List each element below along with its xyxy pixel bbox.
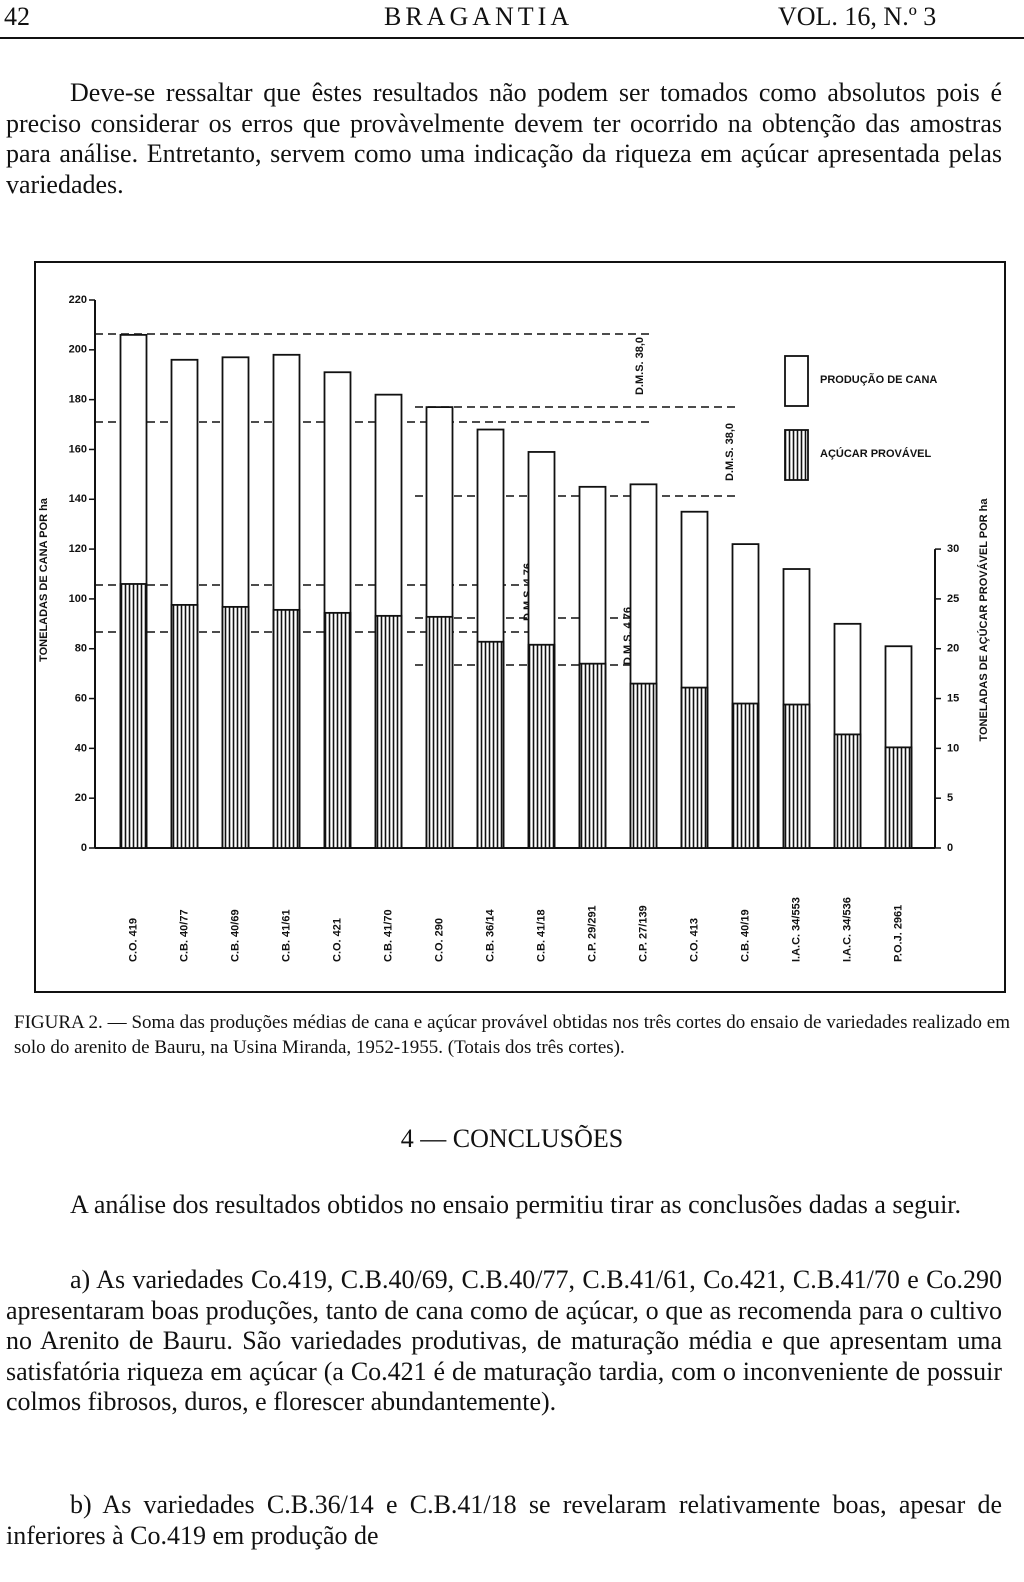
x-tick-label: C.B. 36/14 (484, 909, 496, 962)
sugar-bar (884, 746, 913, 849)
x-tick-label: C.B. 41/70 (382, 909, 394, 962)
paragraph: a) As variedades Co.419, C.B.40/69, C.B.… (6, 1265, 1002, 1416)
annotation: D.M.S. 38,0 (634, 337, 646, 395)
legend-label: AÇÚCAR PROVÁVEL (820, 447, 932, 460)
y-tick-label: 60 (75, 692, 87, 704)
journal: BRAGANTIA (384, 2, 574, 31)
x-tick-label: I.A.C. 34/536 (841, 897, 853, 962)
figure-frame (34, 261, 1006, 993)
x-tick-label: C.P. 29/291 (586, 905, 598, 962)
sugar-bar (119, 583, 148, 849)
y-tick-label: 100 (69, 593, 87, 605)
y2-tick-label: 10 (947, 742, 959, 754)
x-tick-label: C.O. 419 (127, 918, 139, 962)
y-tick-label: 140 (69, 493, 87, 505)
sugar-bar (782, 703, 811, 849)
caption: FIGURA 2. — Soma das produções médias de… (14, 1010, 1010, 1060)
sugar-bar (527, 643, 556, 849)
y-axis-label: TONELADAS DE CANA POR ha (38, 497, 50, 662)
x-tick-label: C.B. 40/19 (739, 909, 751, 962)
x-tick-label: C.O. 421 (331, 918, 343, 962)
x-tick-label: C.O. 290 (433, 918, 445, 962)
sugar-bar (578, 662, 607, 849)
caption-label: FIGURA 2. (14, 1012, 103, 1033)
sugar-bar (629, 682, 658, 849)
y-tick-label: 0 (81, 842, 87, 854)
legend-label: PRODUÇÃO DE CANA (820, 373, 937, 386)
x-tick-label: C.B. 40/69 (229, 909, 241, 962)
y-tick-label: 160 (69, 443, 87, 455)
x-tick-label: C.P. 27/139 (637, 905, 649, 962)
paragraph: Deve-se ressaltar que êstes resultados n… (6, 78, 1002, 199)
x-tick-label: I.A.C. 34/553 (790, 897, 802, 962)
y2-tick-label: 0 (947, 842, 953, 854)
sugar-bar (425, 615, 454, 849)
sugar-bar (833, 733, 862, 849)
page-number: 42 (4, 2, 30, 31)
sugar-bar (680, 686, 709, 849)
paragraph: A análise dos resultados obtidos no ensa… (70, 1190, 962, 1219)
sugar-bar (374, 614, 403, 849)
sugar-bar (221, 605, 250, 849)
header-rule (0, 37, 1024, 39)
y2-tick-label: 15 (947, 692, 959, 704)
sugar-bar (170, 603, 199, 849)
sugar-bar (476, 640, 505, 849)
caption-text: — Soma das produções médias de cana e aç… (14, 1012, 1011, 1058)
y-tick-label: 180 (69, 394, 87, 406)
section-title: 4 — CONCLUSÕES (400, 1124, 624, 1153)
x-tick-label: C.B. 41/61 (280, 909, 292, 962)
legend-swatch (784, 429, 809, 481)
x-tick-label: C.O. 413 (688, 918, 700, 962)
y2-axis-label: TONELADAS DE AÇÚCAR PROVÁVEL POR ha (977, 498, 990, 742)
sugar-bar (323, 611, 352, 849)
chart: TONELADAS DE CANA POR ha TONELADAS DE AÇ… (34, 261, 1006, 993)
annotation: D.M.S. 38,0 (724, 423, 736, 481)
legend-swatch (784, 355, 809, 407)
x-tick-label: C.B. 41/18 (535, 909, 547, 962)
paragraph: b) As variedades C.B.36/14 e C.B.41/18 s… (6, 1490, 1002, 1550)
sugar-bar (731, 702, 760, 849)
volume: VOL. 16, N.º 3 (778, 2, 937, 31)
y-tick-label: 120 (69, 543, 87, 555)
y2-tick-label: 30 (947, 543, 959, 555)
y-tick-label: 80 (75, 643, 87, 655)
sugar-bar (272, 608, 301, 849)
x-tick-label: P.O.J. 2961 (892, 905, 904, 962)
x-tick-label: C.B. 40/77 (178, 909, 190, 962)
y-tick-label: 220 (69, 294, 87, 306)
y2-tick-label: 5 (947, 792, 953, 804)
y-tick-label: 20 (75, 792, 87, 804)
y2-tick-label: 25 (947, 593, 959, 605)
y-tick-label: 200 (69, 344, 87, 356)
y2-tick-label: 20 (947, 643, 959, 655)
y-tick-label: 40 (75, 742, 87, 754)
